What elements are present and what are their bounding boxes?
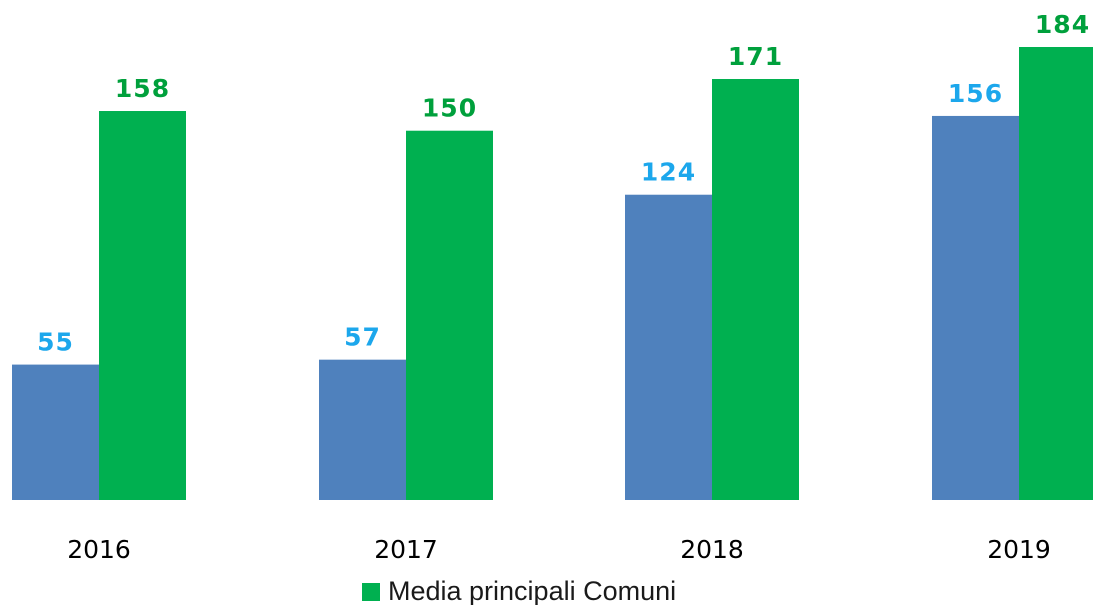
bar-2019-series-2 xyxy=(1019,47,1093,500)
data-label-2019-series-2: 184 xyxy=(1035,10,1090,39)
bar-2017-series-1 xyxy=(319,359,406,500)
bars-group xyxy=(12,47,1093,501)
data-label-2018-series-1: 124 xyxy=(641,158,696,187)
data-label-2018-series-2: 171 xyxy=(728,42,783,71)
legend: Media principali Comuni xyxy=(362,576,676,605)
x-tick-label-2018: 2018 xyxy=(680,535,744,564)
x-axis-tick-labels: 2016 2017 2018 2019 xyxy=(67,535,1051,564)
legend-label-media-principali-comuni: Media principali Comuni xyxy=(388,576,676,605)
data-labels-group: 55 158 57 150 124 171 156 184 xyxy=(37,10,1090,357)
data-label-2016-series-1: 55 xyxy=(37,328,74,357)
data-label-2017-series-1: 57 xyxy=(344,323,381,352)
bar-2017-series-2 xyxy=(406,130,493,500)
bar-2019-series-1 xyxy=(932,115,1019,500)
x-tick-label-2017: 2017 xyxy=(374,535,438,564)
data-label-2017-series-2: 150 xyxy=(422,94,477,123)
data-label-2016-series-2: 158 xyxy=(115,74,170,103)
x-tick-label-2019: 2019 xyxy=(987,535,1051,564)
bar-2018-series-1 xyxy=(625,194,712,500)
bar-2016-series-1 xyxy=(12,364,99,500)
x-tick-label-2016: 2016 xyxy=(67,535,131,564)
bar-2016-series-2 xyxy=(99,111,186,501)
data-label-2019-series-1: 156 xyxy=(948,79,1003,108)
legend-swatch-media-principali-comuni xyxy=(362,583,380,601)
bar-2018-series-2 xyxy=(712,79,799,500)
